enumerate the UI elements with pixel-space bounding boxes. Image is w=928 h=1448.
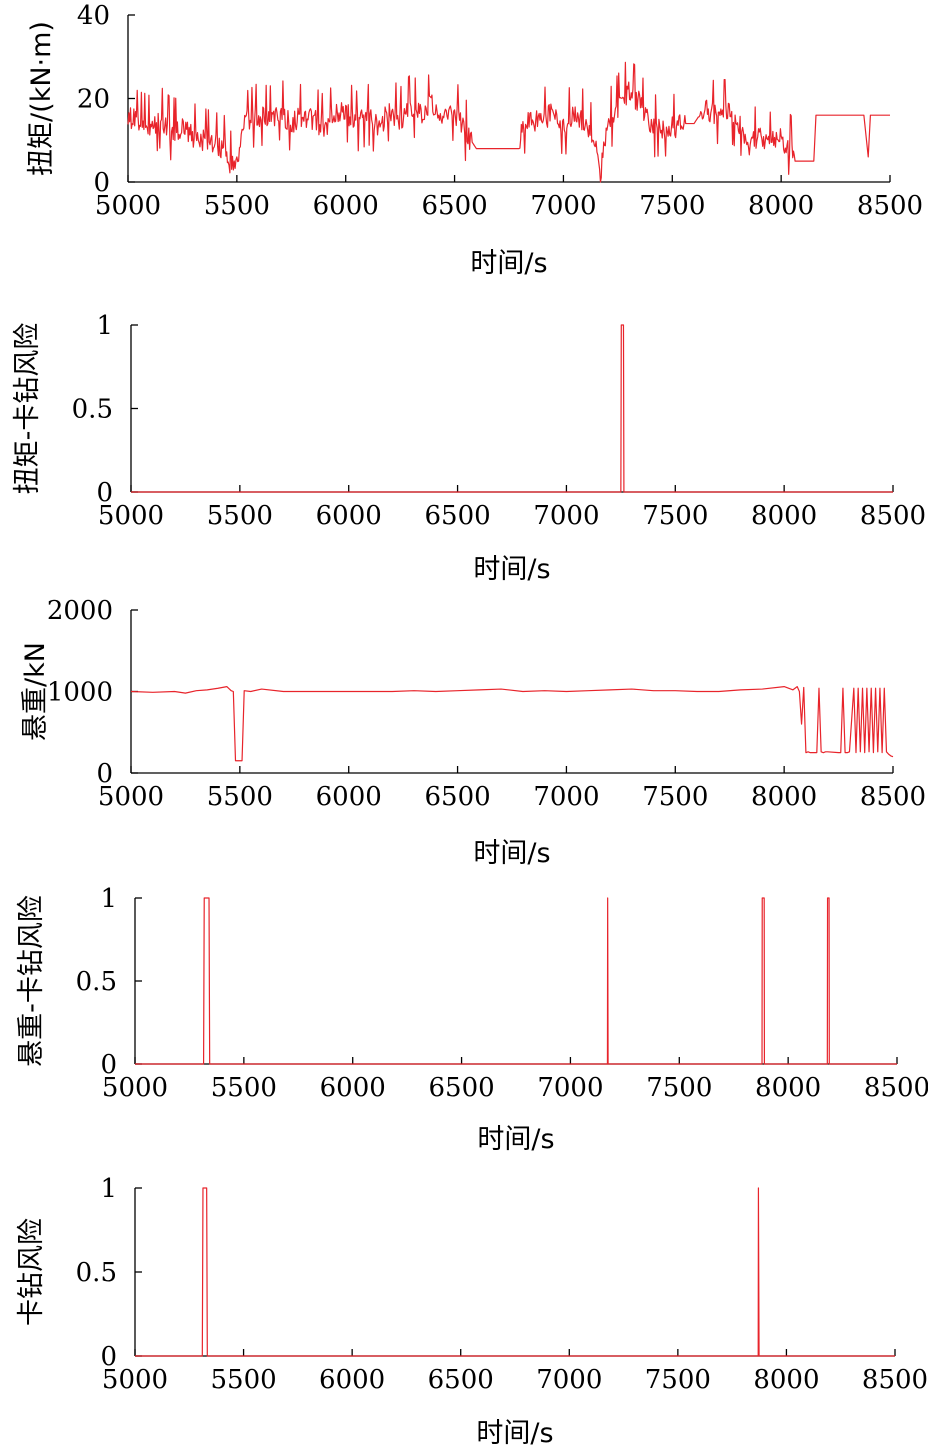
x-tick-label: 5500	[210, 1365, 276, 1395]
x-tick-label: 8000	[751, 782, 817, 812]
x-tick-label: 5500	[207, 501, 273, 531]
x-tick-label: 7500	[642, 501, 708, 531]
y-tick-label: 0	[100, 1342, 117, 1372]
chart-panel-4: 5000 5500 6000 6500 7000 7500 8000 8500 0 0.5 1 时间/…	[16, 884, 928, 1155]
x-tick-label: 5500	[204, 191, 270, 221]
x-axis-label: 时间/s	[470, 248, 547, 279]
y-tick-label: 20	[77, 85, 110, 115]
x-tick-label: 7000	[537, 1073, 603, 1103]
chart-panel-2: 5000 5500 6000 6500 7000 7500 8000 8500 0 0.5 1 时间/…	[12, 311, 926, 585]
y-tick-label: 1	[100, 884, 117, 914]
chart-panel-3: 5000 5500 6000 6500 7000 7500 8000 8500 0 1000 200…	[20, 596, 926, 869]
series-line	[131, 324, 893, 493]
x-tick-label: 8500	[862, 1365, 928, 1395]
y-axis-label: 卡钻风险	[16, 1218, 47, 1326]
x-tick-label: 5000	[98, 782, 164, 812]
y-tick-label: 0.5	[76, 967, 117, 997]
x-tick-label: 7500	[646, 1073, 712, 1103]
x-tick-label: 6000	[320, 1073, 386, 1103]
x-tick-label: 6000	[316, 782, 382, 812]
x-tick-label: 8000	[751, 501, 817, 531]
x-tick-label: 8500	[857, 191, 923, 221]
series-line	[127, 61, 890, 183]
x-tick-label: 8500	[864, 1073, 928, 1103]
x-tick-label: 6500	[428, 1365, 494, 1395]
chart-panel-1: 5000 5500 6000 6500 7000 7500 8000 8500 0 20 40 时间/…	[26, 1, 923, 279]
x-tick-label: 5000	[95, 191, 161, 221]
x-tick-label: 7500	[642, 782, 708, 812]
y-tick-label: 0	[100, 1050, 117, 1080]
x-tick-label: 6000	[313, 191, 379, 221]
x-tick-label: 8500	[860, 501, 926, 531]
y-axis-label: 扭矩-卡钻风险	[12, 323, 43, 495]
y-axis-label: 扭矩/(kN·m)	[26, 21, 57, 176]
y-tick-label: 0.5	[72, 395, 113, 425]
x-tick-label: 6500	[421, 191, 487, 221]
x-tick-label: 6500	[428, 1073, 494, 1103]
y-tick-label: 1	[100, 1174, 117, 1204]
y-tick-label: 0	[93, 168, 110, 198]
x-tick-label: 5000	[102, 1073, 168, 1103]
series-line	[135, 1187, 895, 1357]
x-tick-label: 7000	[530, 191, 596, 221]
y-tick-label: 1000	[47, 678, 113, 708]
x-tick-label: 7500	[639, 191, 705, 221]
x-tick-label: 6000	[316, 501, 382, 531]
x-tick-label: 6000	[319, 1365, 385, 1395]
x-tick-label: 8500	[860, 782, 926, 812]
y-tick-label: 0	[96, 478, 113, 508]
x-tick-label: 7000	[533, 501, 599, 531]
x-tick-label: 8000	[753, 1365, 819, 1395]
y-axis-label: 悬重/kN	[20, 642, 51, 741]
chart-panel-5: 5000 5500 6000 6500 7000 7500 8000 8500 0 0.5 1 时间/…	[16, 1174, 928, 1448]
x-tick-label: 6500	[424, 782, 490, 812]
x-tick-label: 5000	[98, 501, 164, 531]
y-tick-label: 40	[77, 1, 110, 31]
x-axis-label: 时间/s	[477, 1124, 554, 1155]
y-axis-label: 悬重-卡钻风险	[16, 895, 47, 1067]
x-tick-label: 8000	[748, 191, 814, 221]
x-tick-label: 5500	[211, 1073, 277, 1103]
series-line	[135, 897, 897, 1065]
y-tick-label: 2000	[47, 596, 113, 626]
y-tick-label: 1	[96, 311, 113, 341]
x-tick-label: 7500	[645, 1365, 711, 1395]
x-axis-label: 时间/s	[473, 838, 550, 869]
series-line	[130, 686, 894, 762]
x-tick-label: 5500	[207, 782, 273, 812]
y-tick-label: 0	[96, 759, 113, 789]
y-tick-label: 0.5	[76, 1258, 117, 1288]
x-tick-label: 7000	[533, 782, 599, 812]
x-tick-label: 5000	[102, 1365, 168, 1395]
x-tick-label: 6500	[424, 501, 490, 531]
x-axis-label: 时间/s	[473, 554, 550, 585]
x-tick-label: 8000	[755, 1073, 821, 1103]
x-axis-label: 时间/s	[476, 1418, 553, 1448]
x-tick-label: 7000	[536, 1365, 602, 1395]
